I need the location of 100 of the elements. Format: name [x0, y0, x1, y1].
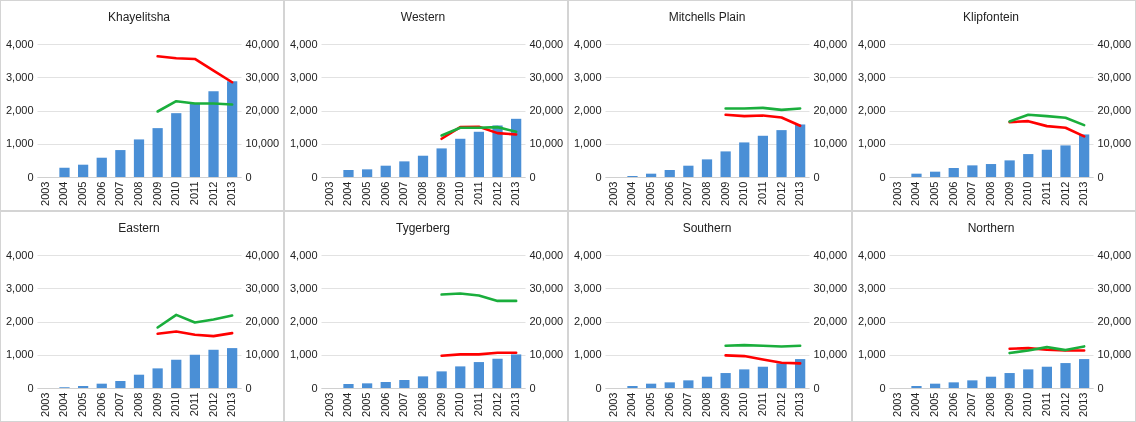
x-tick-label: 2010 [1021, 392, 1034, 417]
bar [664, 170, 675, 177]
y2-tick-label: 0 [813, 170, 820, 183]
y2-tick-label: 30,000 [813, 70, 848, 83]
bar [1004, 373, 1015, 388]
bar [1079, 359, 1090, 388]
x-tick-label: 2004 [57, 181, 70, 206]
y-tick-label: 2,000 [573, 104, 602, 116]
y2-tick-label: 20,000 [529, 104, 564, 116]
y2-tick-label: 0 [813, 381, 820, 394]
x-tick-label: 2012 [1058, 181, 1071, 206]
bar [948, 168, 959, 177]
x-tick-label: 2003 [322, 181, 335, 206]
y-tick-label: 4,000 [857, 248, 886, 261]
line-series [156, 55, 234, 84]
y-tick-label: 4,000 [857, 37, 886, 50]
bar [683, 165, 694, 177]
x-tick-label: 2012 [490, 181, 503, 206]
line-series [156, 313, 234, 329]
y2-tick-label: 0 [245, 381, 252, 394]
x-tick-label: 2004 [341, 181, 354, 206]
x-tick-label: 2003 [890, 392, 903, 417]
x-tick-label: 2006 [946, 181, 959, 206]
y-tick-label: 4,000 [289, 248, 318, 261]
bar [436, 371, 447, 388]
x-tick-label: 2007 [965, 181, 978, 206]
bar [417, 155, 429, 177]
x-tick-label: 2013 [509, 392, 522, 417]
x-tick-label: 2008 [416, 181, 428, 206]
y-tick-label: 1,000 [5, 137, 34, 150]
x-tick-label: 2006 [378, 181, 391, 206]
bar [227, 348, 238, 388]
bar [1023, 154, 1034, 177]
y-tick-label: 2,000 [857, 315, 886, 327]
y-tick-label: 1,000 [573, 348, 602, 361]
y2-tick-label: 10,000 [529, 137, 564, 150]
x-tick-label: 2008 [132, 392, 144, 417]
bar [189, 103, 201, 177]
line-series [724, 113, 802, 128]
bar [929, 171, 941, 177]
bar [361, 169, 373, 177]
chart-title: Northern [967, 221, 1015, 235]
x-tick-label: 2013 [1077, 392, 1090, 417]
y2-tick-label: 30,000 [1097, 281, 1132, 294]
x-tick-label: 2012 [206, 392, 219, 417]
x-tick-label: 2006 [94, 392, 107, 417]
y2-tick-label: 30,000 [245, 281, 280, 294]
y-tick-label: 0 [879, 381, 886, 394]
x-tick-label: 2008 [984, 181, 996, 206]
chart-title: Klipfontein [962, 10, 1020, 24]
bar [1041, 366, 1053, 388]
y2-tick-label: 10,000 [813, 348, 848, 361]
x-tick-label: 2013 [225, 181, 238, 206]
bar [776, 363, 787, 388]
x-tick-label: 2010 [453, 392, 466, 417]
y2-tick-label: 30,000 [1097, 70, 1132, 83]
x-tick-label: 2011 [755, 181, 768, 206]
chart-title: Tygerberg [395, 221, 451, 235]
y-tick-label: 3,000 [857, 70, 886, 83]
x-tick-label: 2005 [644, 181, 657, 206]
y-tick-label: 1,000 [5, 348, 34, 361]
line-series [156, 99, 234, 113]
y2-tick-label: 10,000 [1097, 348, 1132, 361]
x-tick-label: 2004 [57, 392, 70, 417]
x-tick-label: 2009 [1002, 392, 1015, 417]
bar [343, 170, 354, 177]
y-tick-label: 3,000 [5, 281, 34, 294]
x-tick-label: 2012 [206, 181, 219, 206]
bar [757, 366, 769, 388]
x-tick-label: 2011 [1039, 392, 1052, 417]
x-tick-label: 2003 [890, 181, 903, 206]
x-tick-label: 2005 [928, 181, 941, 206]
y-tick-label: 2,000 [5, 315, 34, 327]
bar [171, 359, 182, 388]
x-tick-label: 2007 [113, 392, 126, 417]
line-series [1008, 113, 1086, 127]
bar [795, 359, 806, 388]
y-tick-label: 0 [595, 170, 602, 183]
y-tick-label: 4,000 [5, 37, 34, 50]
x-tick-label: 2010 [737, 392, 750, 417]
line-series [1008, 119, 1086, 138]
bar [96, 157, 107, 177]
x-tick-label: 2009 [1002, 181, 1015, 206]
y2-tick-label: 20,000 [1097, 315, 1132, 327]
y2-tick-label: 20,000 [813, 315, 848, 327]
x-tick-label: 2013 [1077, 181, 1090, 206]
bar [739, 142, 750, 177]
x-tick-label: 2006 [946, 392, 959, 417]
x-tick-label: 2009 [150, 392, 163, 417]
y-tick-label: 0 [595, 381, 602, 394]
x-tick-label: 2003 [606, 181, 619, 206]
line-series [724, 354, 802, 365]
x-tick-label: 2007 [965, 392, 978, 417]
y2-tick-label: 10,000 [529, 348, 564, 361]
y-tick-label: 1,000 [857, 348, 886, 361]
x-tick-label: 2005 [360, 181, 373, 206]
y2-tick-label: 40,000 [813, 248, 848, 261]
x-tick-label: 2003 [38, 181, 51, 206]
bar [77, 164, 89, 177]
x-tick-label: 2010 [169, 392, 182, 417]
